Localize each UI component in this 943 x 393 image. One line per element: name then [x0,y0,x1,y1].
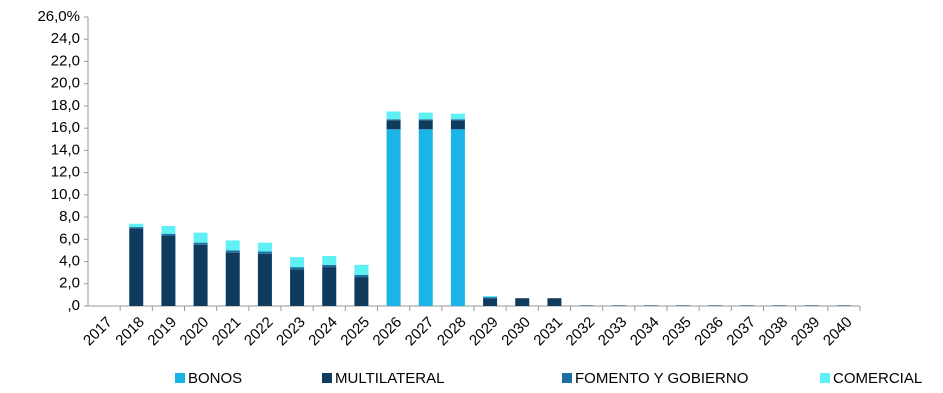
y-tick-label: 16,0 [51,119,80,136]
bar-segment [225,250,240,253]
bar-segment [257,251,272,254]
x-tick-label: 2038 [756,314,792,350]
y-tick-label: 26,0% [37,8,80,25]
x-tick-label: 2030 [498,314,534,350]
bar-segment [129,228,144,306]
bar-segment [386,120,401,130]
legend-label: FOMENTO Y GOBIERNO [575,370,748,387]
bar-segment [418,120,433,130]
legend-label: MULTILATERAL [335,370,444,387]
bar-segment [322,264,337,268]
x-tick-label: 2019 [144,314,180,350]
x-tick-label: 2037 [723,314,759,350]
x-tick-label: 2040 [820,314,856,350]
x-tick-label: 2017 [80,314,116,350]
y-tick-label: 14,0 [51,141,80,158]
bar-segment [354,274,369,278]
bar-segment [193,232,208,243]
legend-marker [322,373,332,383]
x-tick-label: 2023 [273,314,309,350]
bar-segment [418,119,433,121]
bar-segment [290,267,305,270]
y-tick-label: ,0 [67,297,80,314]
bar-segment [708,305,723,306]
bar-segment [836,305,851,306]
legend-marker [562,373,572,383]
legend-marker [175,373,185,383]
x-tick-label: 2018 [112,314,148,350]
bar-segment [772,305,787,306]
x-tick-label: 2024 [305,314,341,350]
y-tick-label: 24,0 [51,30,80,47]
bar-segment [450,119,465,121]
bar-segment [161,235,176,306]
y-tick-label: 2,0 [59,275,80,292]
y-tick-label: 6,0 [59,230,80,247]
bar-segment [161,233,176,236]
x-tick-label: 2032 [563,314,599,350]
bar-segment [290,269,305,306]
bar-segment [483,297,498,299]
bar-segment [450,129,465,306]
bar-segment [322,255,337,265]
bar-segment [804,305,819,306]
x-tick-label: 2026 [370,314,406,350]
x-tick-label: 2029 [466,314,502,350]
y-tick-label: 8,0 [59,208,80,225]
bar-segment [579,305,594,306]
bar-segment [483,298,498,306]
y-tick-label: 22,0 [51,52,80,69]
y-tick-label: 20,0 [51,75,80,92]
legend-label: BONOS [188,370,242,387]
bar-segment [225,252,240,306]
bar-segment [418,112,433,120]
legend-label: COMERCIAL [833,370,922,387]
bar-segment [193,242,208,245]
bar-segment [450,120,465,130]
bar-segment [354,277,369,306]
x-tick-label: 2028 [434,314,470,350]
y-tick-label: 12,0 [51,164,80,181]
bar-segment [483,295,498,298]
bar-segment [354,264,369,275]
x-tick-label: 2021 [209,314,245,350]
bar-segment [386,111,401,120]
bar-segment [290,257,305,268]
x-tick-label: 2034 [627,314,663,350]
bar-segment [129,227,144,229]
bar-segment [257,253,272,306]
x-tick-label: 2022 [241,314,277,350]
bar-segment [740,305,755,306]
bar-segment [129,223,144,228]
bar-segment [225,240,240,251]
x-tick-label: 2036 [691,314,727,350]
x-tick-label: 2033 [595,314,631,350]
bar-segment [161,225,176,234]
y-tick-label: 10,0 [51,186,80,203]
y-tick-label: 4,0 [59,253,80,270]
x-tick-label: 2027 [402,314,438,350]
bar-segment [386,119,401,121]
bar-segment [611,305,626,306]
x-tick-label: 2031 [530,314,566,350]
bar-segment [257,242,272,252]
bar-segment [547,298,562,306]
bar-segment [515,298,530,306]
legend-marker [820,373,830,383]
bar-segment [386,129,401,306]
bar-segment [676,305,691,306]
x-tick-label: 2025 [337,314,373,350]
y-tick-label: 18,0 [51,97,80,114]
bar-segment [193,244,208,306]
x-tick-label: 2035 [659,314,695,350]
bar-segment [322,267,337,306]
bar-segment [643,305,658,306]
x-tick-label: 2039 [788,314,824,350]
x-tick-label: 2020 [177,314,213,350]
bar-segment [418,129,433,306]
bar-segment [450,113,465,120]
